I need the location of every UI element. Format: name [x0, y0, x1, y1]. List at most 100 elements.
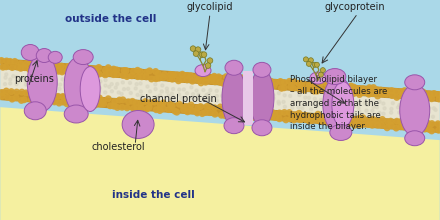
Circle shape — [199, 52, 205, 57]
Circle shape — [169, 103, 175, 108]
Circle shape — [100, 98, 106, 104]
Circle shape — [307, 82, 312, 88]
Circle shape — [330, 88, 335, 94]
Circle shape — [394, 95, 400, 100]
Circle shape — [408, 119, 414, 124]
Circle shape — [425, 121, 431, 126]
Circle shape — [157, 108, 163, 113]
Circle shape — [351, 84, 357, 90]
Circle shape — [357, 106, 360, 109]
Circle shape — [339, 101, 342, 104]
Circle shape — [247, 102, 250, 105]
Circle shape — [36, 81, 39, 83]
Circle shape — [343, 120, 348, 126]
Circle shape — [361, 90, 367, 95]
Circle shape — [314, 62, 319, 67]
Circle shape — [107, 103, 113, 109]
Circle shape — [178, 88, 181, 91]
Circle shape — [124, 74, 130, 79]
Circle shape — [191, 93, 194, 96]
Ellipse shape — [21, 44, 39, 61]
Circle shape — [379, 122, 385, 128]
Circle shape — [18, 61, 24, 66]
Circle shape — [111, 72, 116, 77]
Circle shape — [78, 100, 84, 106]
Circle shape — [407, 102, 410, 105]
Circle shape — [384, 91, 389, 97]
Circle shape — [120, 73, 126, 78]
Circle shape — [242, 103, 245, 105]
Circle shape — [180, 103, 186, 109]
Circle shape — [409, 115, 412, 118]
Circle shape — [9, 78, 12, 81]
Circle shape — [96, 71, 102, 77]
Circle shape — [179, 77, 185, 82]
Circle shape — [117, 91, 120, 94]
Circle shape — [87, 97, 93, 103]
Circle shape — [116, 82, 119, 86]
Circle shape — [85, 79, 88, 82]
Circle shape — [413, 119, 418, 125]
Circle shape — [129, 73, 135, 79]
Circle shape — [185, 109, 190, 115]
Circle shape — [15, 75, 18, 79]
Circle shape — [205, 94, 208, 97]
Circle shape — [33, 91, 38, 97]
Circle shape — [255, 112, 260, 118]
Circle shape — [429, 96, 434, 102]
Ellipse shape — [405, 75, 425, 90]
Circle shape — [161, 75, 166, 81]
Circle shape — [144, 69, 149, 75]
Circle shape — [198, 104, 203, 109]
Circle shape — [156, 75, 161, 81]
Circle shape — [138, 106, 144, 111]
Circle shape — [333, 88, 338, 94]
Circle shape — [207, 110, 213, 115]
Circle shape — [375, 122, 381, 128]
Ellipse shape — [64, 105, 88, 123]
Circle shape — [398, 124, 403, 129]
Circle shape — [4, 82, 7, 86]
Circle shape — [433, 107, 436, 110]
Circle shape — [366, 92, 372, 97]
Circle shape — [400, 107, 403, 110]
Circle shape — [227, 94, 231, 97]
Circle shape — [4, 64, 9, 70]
Circle shape — [436, 127, 440, 133]
Circle shape — [24, 79, 27, 82]
Circle shape — [110, 82, 113, 86]
Circle shape — [92, 66, 97, 72]
Circle shape — [78, 89, 81, 92]
Circle shape — [67, 81, 70, 84]
Circle shape — [231, 75, 236, 80]
Circle shape — [258, 82, 264, 88]
Circle shape — [96, 65, 102, 70]
Circle shape — [264, 96, 267, 99]
Circle shape — [4, 88, 9, 94]
Circle shape — [55, 94, 61, 99]
Circle shape — [380, 91, 385, 97]
Circle shape — [171, 72, 176, 78]
Circle shape — [383, 107, 386, 110]
Circle shape — [166, 107, 172, 112]
Circle shape — [124, 105, 130, 111]
Circle shape — [36, 98, 41, 103]
Circle shape — [309, 118, 315, 123]
Circle shape — [288, 116, 293, 122]
Circle shape — [30, 79, 33, 82]
Ellipse shape — [324, 69, 346, 84]
Circle shape — [323, 104, 325, 107]
Circle shape — [277, 100, 280, 103]
Circle shape — [390, 107, 393, 110]
Circle shape — [291, 106, 294, 109]
Circle shape — [190, 46, 196, 51]
Circle shape — [195, 105, 201, 110]
Circle shape — [258, 102, 261, 105]
Circle shape — [24, 83, 27, 86]
Circle shape — [50, 61, 56, 67]
Circle shape — [52, 99, 57, 105]
Polygon shape — [0, 89, 440, 133]
Circle shape — [272, 94, 275, 97]
Circle shape — [311, 88, 317, 94]
Circle shape — [9, 96, 15, 102]
